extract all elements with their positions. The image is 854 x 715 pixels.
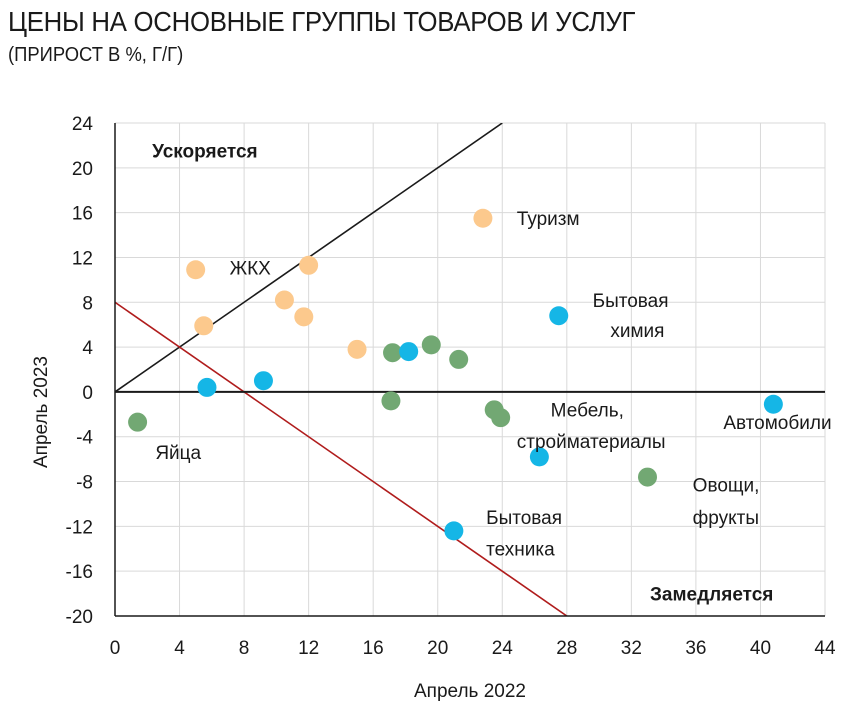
x-tick-label: 28 — [556, 638, 577, 659]
point-annotation: стройматериалы — [517, 432, 666, 453]
chart-subtitle: (ПРИРОСТ В %, Г/Г) — [8, 44, 184, 66]
point-annotation: Туризм — [517, 209, 580, 230]
blue-data-point — [197, 377, 217, 397]
x-tick-label: 36 — [685, 638, 706, 659]
axes — [114, 123, 825, 617]
tick-labels: 0 4 8 12 16 20 24 28 32 36 40 4424201612840-4-8-12-… — [66, 114, 836, 659]
green-data-point — [381, 391, 401, 411]
x-tick-label: 24 — [492, 638, 514, 659]
orange-data-point — [473, 208, 493, 228]
point-annotation: техника — [486, 539, 555, 560]
y-tick-label: -4 — [76, 428, 93, 449]
blue-data-point — [444, 521, 464, 541]
grid — [115, 122, 826, 617]
point-annotation: Овощи, — [693, 476, 760, 497]
region-annotation: Замедляется — [650, 584, 773, 605]
x-tick-label: 12 — [298, 638, 319, 659]
x-axis-label: Апрель 2022 — [414, 681, 526, 702]
green-data-point — [491, 408, 511, 428]
x-tick-label: 44 — [814, 638, 836, 659]
blue-data-point — [763, 394, 783, 414]
region-annotation: Ускоряется — [152, 142, 258, 163]
y-tick-label: -16 — [66, 562, 93, 583]
point-annotation: фрукты — [693, 508, 759, 529]
y-tick-label: -8 — [76, 473, 93, 494]
orange-data-point — [347, 339, 367, 359]
point-annotation: химия — [610, 321, 664, 342]
redline-reference-line — [115, 301, 568, 616]
x-tick-label: 20 — [427, 638, 448, 659]
point-annotation: ЖКХ — [230, 258, 272, 279]
y-tick-label: 20 — [72, 159, 93, 180]
data-points — [128, 208, 783, 541]
y-tick-label: 4 — [82, 338, 93, 359]
x-tick-label: 8 — [239, 638, 250, 659]
point-annotation: Яйца — [155, 443, 201, 464]
y-tick-label: 24 — [72, 114, 94, 135]
orange-data-point — [194, 316, 214, 336]
orange-data-point — [274, 290, 294, 310]
y-tick-label: -12 — [66, 517, 93, 538]
green-data-point — [449, 349, 469, 369]
annotations: Ускоряется Замедляется Туризм ЖКХ Бытовая хим… — [152, 142, 831, 606]
x-tick-label: 16 — [363, 638, 384, 659]
blue-data-point — [549, 306, 569, 326]
x-tick-label: 0 — [110, 638, 121, 659]
y-tick-label: 12 — [72, 248, 93, 269]
x-tick-label: 40 — [750, 638, 771, 659]
green-data-point — [421, 335, 441, 355]
orange-data-point — [299, 255, 319, 275]
point-annotation: Бытовая — [593, 291, 669, 312]
orange-data-point — [186, 260, 206, 280]
chart-title: ЦЕНЫ НА ОСНОВНЫЕ ГРУППЫ ТОВАРОВ И УСЛУГ — [8, 6, 636, 37]
green-data-point — [638, 467, 657, 487]
x-tick-label: 32 — [621, 638, 642, 659]
point-annotation: Мебель, — [551, 401, 624, 422]
y-tick-label: 0 — [82, 383, 93, 404]
orange-data-point — [294, 307, 314, 327]
blue-data-point — [529, 447, 549, 467]
y-tick-label: -20 — [66, 607, 93, 628]
y-tick-label: 8 — [82, 293, 93, 314]
y-tick-label: 16 — [72, 204, 93, 225]
green-data-point — [128, 412, 148, 432]
x-tick-label: 4 — [174, 638, 185, 659]
blue-data-point — [253, 371, 273, 391]
blue-data-point — [399, 342, 419, 362]
point-annotation: Бытовая — [486, 508, 562, 529]
point-annotation: Автомобили — [723, 413, 831, 434]
y-axis-label: Апрель 2023 — [31, 356, 52, 468]
green-data-point — [383, 343, 403, 363]
